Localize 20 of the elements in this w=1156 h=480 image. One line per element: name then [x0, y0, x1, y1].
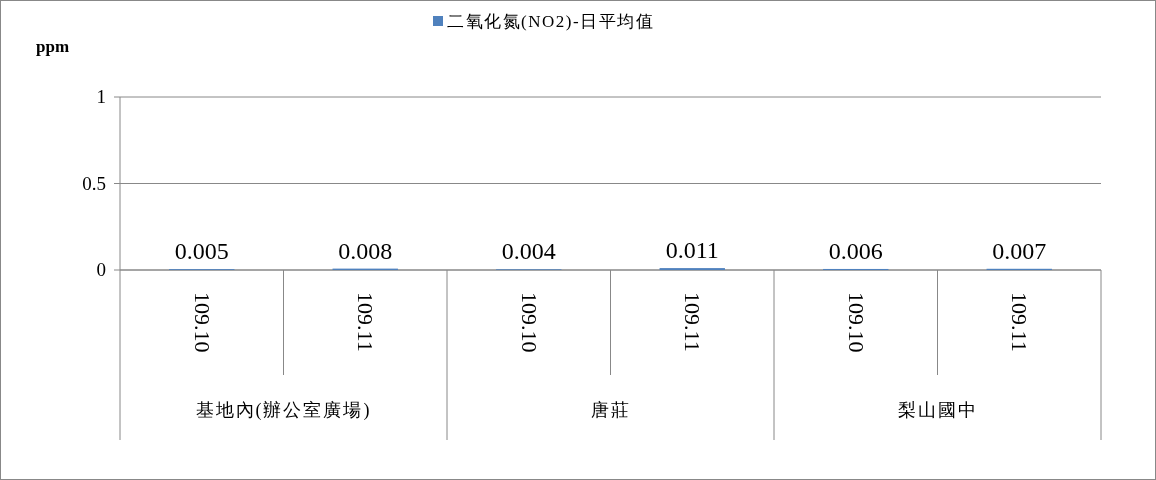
y-axis-title: ppm	[36, 37, 70, 56]
y-tick-label: 0.5	[82, 172, 106, 194]
text: 基地內(辦公室廣場)	[195, 400, 372, 421]
y-tick-label: 0	[96, 259, 106, 280]
data-label: 0.004	[501, 238, 556, 265]
data-label: 0.008	[338, 237, 393, 264]
y-tick-label: 1	[96, 86, 106, 107]
data-label: 0.011	[665, 237, 719, 264]
text: 梨山國中	[897, 400, 978, 420]
data-label: 0.005	[174, 238, 229, 265]
x-tick-label: 109.10	[843, 292, 869, 353]
x-tick-label: 109.11	[1007, 292, 1033, 352]
data-label: 0.006	[828, 237, 883, 264]
text: 唐莊	[590, 400, 631, 420]
x-tick-label: 109.11	[353, 292, 379, 352]
x-tick-label: 109.10	[516, 292, 542, 353]
legend-label: 二氧化氮(NO2)-日平均值	[447, 12, 655, 31]
x-tick-label: 109.10	[189, 292, 215, 353]
x-tick-label: 109.11	[680, 292, 706, 352]
data-label: 0.007	[992, 237, 1047, 264]
